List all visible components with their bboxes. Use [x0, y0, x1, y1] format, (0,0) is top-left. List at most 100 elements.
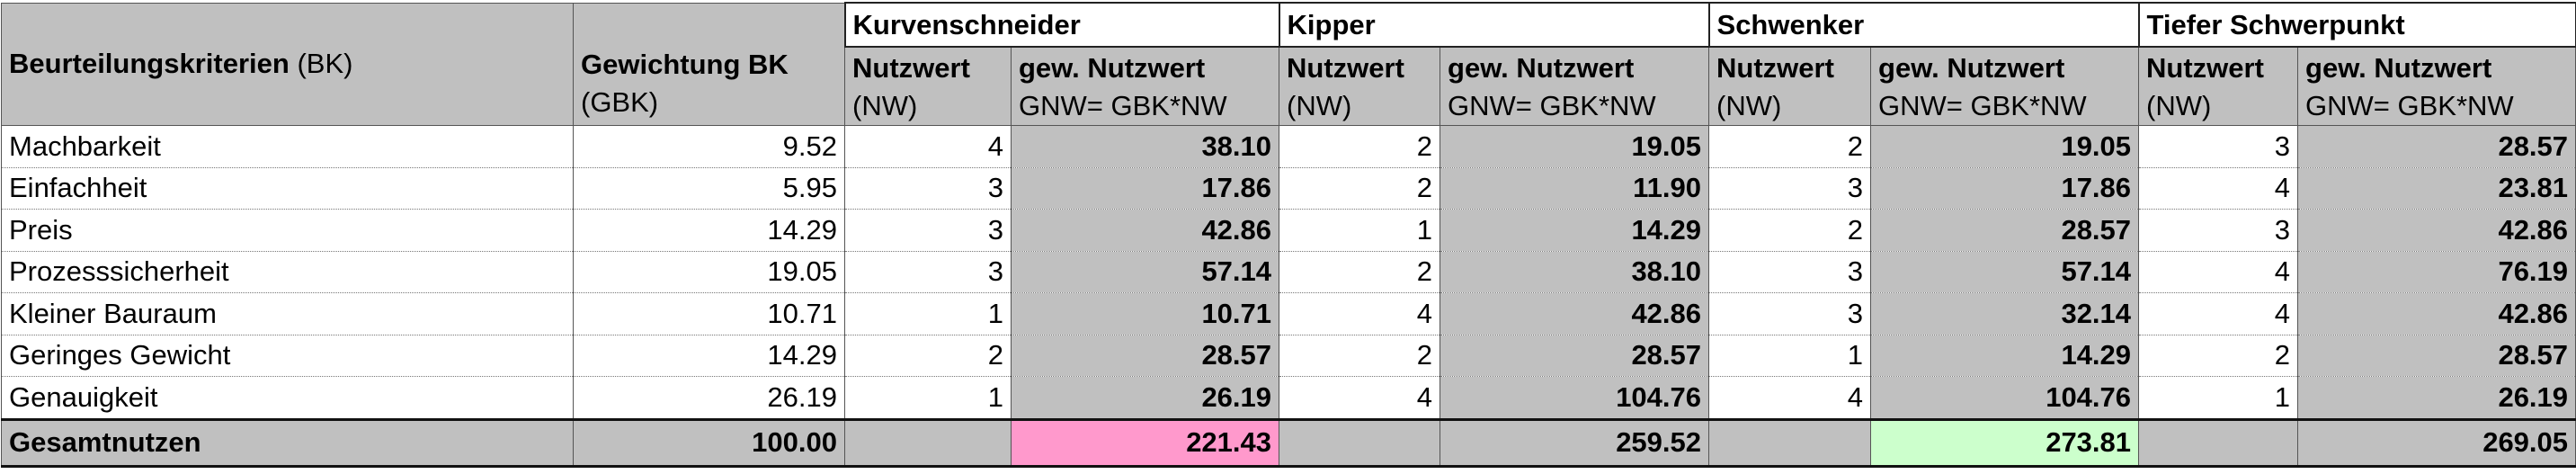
nw-header-sub: (NW)	[1716, 90, 1782, 121]
criterion-weight: 14.29	[573, 334, 845, 377]
gnw-cell: 28.57	[2297, 334, 2576, 377]
weight-total: 100.00	[573, 417, 845, 468]
nw-cell: 3	[2138, 125, 2299, 168]
nw-cell: 4	[2138, 166, 2299, 210]
gnw-cell: 11.90	[1440, 166, 1710, 210]
criterion-weight: 26.19	[573, 376, 845, 420]
gnw-header-sub: GNW= GBK*NW	[1448, 90, 1656, 121]
nw-cell: 3	[1708, 292, 1872, 335]
nw-cell: 3	[2138, 209, 2299, 252]
table-row: Kleiner Bauraum 10.71 1 10.71 4 42.86 3 …	[1, 292, 2576, 335]
gnw-cell: 28.57	[2297, 125, 2576, 168]
total-schwenker: 273.81	[1870, 417, 2140, 468]
empty-cell	[1279, 417, 1441, 468]
nw-cell: 2	[1708, 209, 1872, 252]
total-label: Gesamtnutzen	[1, 417, 574, 468]
gnw-cell: 42.86	[2297, 209, 2576, 252]
total-row: Gesamtnutzen 100.00 221.43 259.52 273.81…	[1, 417, 2576, 468]
gnw-header-label: gew. Nutzwert	[1019, 52, 1206, 84]
nw-cell: 2	[2138, 334, 2299, 377]
nw-header-label: Nutzwert	[1287, 52, 1404, 84]
criterion-name: Machbarkeit	[1, 125, 574, 168]
gnw-header: gew. Nutzwert GNW= GBK*NW	[2297, 46, 2576, 126]
nw-header: Nutzwert (NW)	[1279, 46, 1441, 126]
gnw-cell: 17.86	[1870, 166, 2140, 210]
empty-cell	[2138, 417, 2299, 468]
gnw-cell: 104.76	[1440, 376, 1710, 420]
gnw-cell: 14.29	[1440, 209, 1710, 252]
nw-header-sub: (NW)	[2146, 90, 2212, 121]
criterion-weight: 10.71	[573, 292, 845, 335]
criterion-name: Prozesssicherheit	[1, 250, 574, 293]
nw-cell: 2	[844, 334, 1012, 377]
total-tiefer-schwerpunkt: 269.05	[2297, 417, 2576, 468]
table-row: Einfachheit 5.95 3 17.86 2 11.90 3 17.86…	[1, 166, 2576, 210]
gnw-cell: 42.86	[2297, 292, 2576, 335]
gnw-cell: 57.14	[1870, 250, 2140, 293]
gnw-cell: 17.86	[1010, 166, 1280, 210]
criterion-weight: 5.95	[573, 166, 845, 210]
nw-cell: 3	[1708, 250, 1872, 293]
group-header-kurvenschneider: Kurvenschneider	[843, 2, 1280, 48]
group-header-tiefer-schwerpunkt: Tiefer Schwerpunkt	[2137, 2, 2576, 48]
nw-header-label: Nutzwert	[1716, 52, 1834, 84]
nw-header: Nutzwert (NW)	[844, 46, 1012, 126]
gnw-cell: 23.81	[2297, 166, 2576, 210]
criterion-name: Preis	[1, 209, 574, 252]
table-row: Prozesssicherheit 19.05 3 57.14 2 38.10 …	[1, 250, 2576, 293]
group-header-schwenker: Schwenker	[1707, 2, 2140, 48]
nw-header-label: Nutzwert	[2146, 52, 2264, 84]
gnw-cell: 38.10	[1010, 125, 1280, 168]
gnw-cell: 26.19	[1010, 376, 1280, 420]
nw-cell: 2	[1708, 125, 1872, 168]
gnw-cell: 42.86	[1010, 209, 1280, 252]
gnw-cell: 19.05	[1440, 125, 1710, 168]
gnw-cell: 57.14	[1010, 250, 1280, 293]
nw-cell: 1	[844, 292, 1012, 335]
criterion-weight: 19.05	[573, 250, 845, 293]
gnw-header-sub: GNW= GBK*NW	[2305, 90, 2514, 121]
gnw-header-label: gew. Nutzwert	[1448, 52, 1635, 84]
criterion-name: Einfachheit	[1, 166, 574, 210]
nw-cell: 1	[1279, 209, 1441, 252]
nw-cell: 4	[2138, 250, 2299, 293]
nw-header-sub: (NW)	[1287, 90, 1352, 121]
nw-header: Nutzwert (NW)	[1708, 46, 1872, 126]
nw-header-label: Nutzwert	[852, 52, 970, 84]
total-kipper: 259.52	[1440, 417, 1710, 468]
criterion-weight: 14.29	[573, 209, 845, 252]
gnw-cell: 28.57	[1440, 334, 1710, 377]
gnw-cell: 42.86	[1440, 292, 1710, 335]
gnw-header: gew. Nutzwert GNW= GBK*NW	[1010, 46, 1280, 126]
nw-header-sub: (NW)	[852, 90, 918, 121]
criterion-name: Genauigkeit	[1, 376, 574, 420]
table-row: Preis 14.29 3 42.86 1 14.29 2 28.57 3 42…	[1, 209, 2576, 252]
weight-header-sub: (GBK)	[581, 86, 659, 118]
criteria-header-label: Beurteilungskriterien	[9, 48, 290, 80]
weight-header: Gewichtung BK (GBK)	[573, 2, 845, 126]
gnw-cell: 10.71	[1010, 292, 1280, 335]
nw-header: Nutzwert (NW)	[2138, 46, 2299, 126]
nw-cell: 2	[1279, 334, 1441, 377]
nw-cell: 1	[1708, 334, 1872, 377]
gnw-cell: 38.10	[1440, 250, 1710, 293]
nw-cell: 1	[2138, 376, 2299, 420]
criteria-header-suffix: (BK)	[297, 48, 353, 80]
nw-cell: 3	[1708, 166, 1872, 210]
gnw-header: gew. Nutzwert GNW= GBK*NW	[1870, 46, 2140, 126]
gnw-cell: 28.57	[1010, 334, 1280, 377]
gnw-header-sub: GNW= GBK*NW	[1019, 90, 1227, 121]
empty-cell	[844, 417, 1012, 468]
nw-cell: 1	[844, 376, 1012, 420]
gnw-cell: 28.57	[1870, 209, 2140, 252]
nw-cell: 3	[844, 166, 1012, 210]
empty-cell	[1708, 417, 1872, 468]
gnw-cell: 32.14	[1870, 292, 2140, 335]
nw-cell: 3	[844, 209, 1012, 252]
gnw-cell: 19.05	[1870, 125, 2140, 168]
nw-cell: 3	[844, 250, 1012, 293]
nw-cell: 4	[1279, 292, 1441, 335]
table-row: Machbarkeit 9.52 4 38.10 2 19.05 2 19.05…	[1, 125, 2576, 168]
group-header-kipper: Kipper	[1278, 2, 1710, 48]
